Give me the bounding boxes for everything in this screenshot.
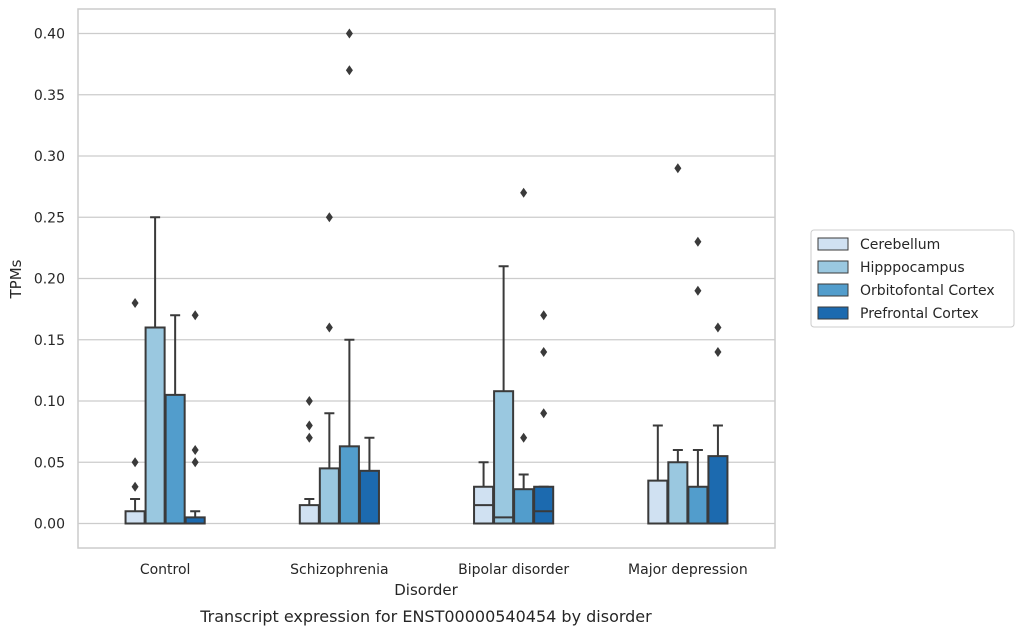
- series-orbitofontal-cortex: [164, 28, 709, 525]
- y-tick-label: 0.00: [34, 517, 65, 533]
- x-tick-label: Control: [140, 562, 191, 578]
- outlier-point: [520, 187, 528, 198]
- y-tick-label: 0.40: [34, 27, 65, 43]
- y-tick-label: 0.20: [34, 272, 65, 288]
- y-tick-label: 0.05: [34, 455, 65, 471]
- box: [338, 445, 360, 525]
- box: [533, 485, 555, 525]
- box: [667, 461, 689, 525]
- outlier-point: [345, 28, 353, 39]
- y-tick-label: 0.30: [34, 149, 65, 165]
- outlier-point: [325, 322, 333, 333]
- outlier-point: [131, 481, 139, 492]
- legend-label: Orbitofontal Cortex: [860, 283, 995, 299]
- outlier-point: [131, 298, 139, 308]
- y-tick-label: 0.35: [34, 88, 65, 104]
- box: [298, 504, 320, 525]
- outlier-point: [191, 310, 199, 321]
- legend: Cerebellum Hipppocampus Orbitofontal Corte…: [810, 229, 1015, 328]
- outlier-point: [540, 347, 548, 357]
- series-cerebellum: [124, 298, 669, 525]
- outlier-point: [714, 322, 722, 333]
- plot-area-border: [77, 8, 776, 549]
- box: [687, 485, 709, 525]
- outlier-point: [191, 445, 199, 455]
- outlier-point: [714, 347, 722, 357]
- outlier-point: [305, 420, 313, 431]
- x-tick-label: Schizophrenia: [290, 562, 388, 578]
- box: [707, 455, 729, 525]
- legend-label: Hipppocampus: [860, 260, 965, 276]
- outlier-point: [540, 408, 548, 419]
- outlier-point: [191, 457, 199, 468]
- box: [164, 393, 186, 525]
- box: [513, 488, 535, 525]
- box: [318, 467, 340, 525]
- legend-frame: [810, 229, 1015, 328]
- legend-swatch: [817, 260, 849, 274]
- x-axis-label: Disorder: [394, 581, 458, 599]
- y-tick-label: 0.25: [34, 210, 65, 226]
- outlier-point: [325, 212, 333, 223]
- box: [358, 469, 380, 525]
- x-axis-ticks: Control Schizophrenia Bipolar disorder Majo…: [140, 562, 748, 578]
- legend-swatch: [817, 237, 849, 251]
- legend-swatch: [817, 283, 849, 297]
- outlier-point: [345, 65, 353, 76]
- outlier-point: [305, 432, 313, 443]
- box: [647, 479, 669, 525]
- y-axis-label: TPMs: [7, 259, 25, 299]
- legend-label: Cerebellum: [860, 237, 940, 253]
- x-tick-label: Major depression: [628, 562, 748, 578]
- outlier-point: [540, 310, 548, 321]
- outlier-point: [305, 396, 313, 406]
- legend-label: Prefrontal Cortex: [860, 306, 979, 322]
- box: [493, 390, 515, 525]
- y-tick-label: 0.10: [34, 394, 65, 410]
- outlier-point: [694, 236, 702, 247]
- box-plot-series: [124, 28, 729, 525]
- y-axis-ticks: 0.00 0.05 0.10 0.15 0.20 0.25 0.30 0.35 0.40: [34, 27, 65, 533]
- box: [124, 510, 146, 525]
- legend-swatch: [817, 306, 849, 320]
- outlier-point: [131, 457, 139, 468]
- outlier-point: [520, 432, 528, 443]
- chart-caption: Transcript expression for ENST0000054045…: [199, 607, 652, 626]
- series-prefrontal-cortex: [184, 310, 729, 525]
- series-hipppocampus: [144, 163, 689, 525]
- box: [144, 326, 166, 525]
- y-tick-label: 0.15: [34, 333, 65, 349]
- x-tick-label: Bipolar disorder: [458, 562, 569, 578]
- outlier-point: [674, 163, 682, 174]
- outlier-point: [694, 285, 702, 296]
